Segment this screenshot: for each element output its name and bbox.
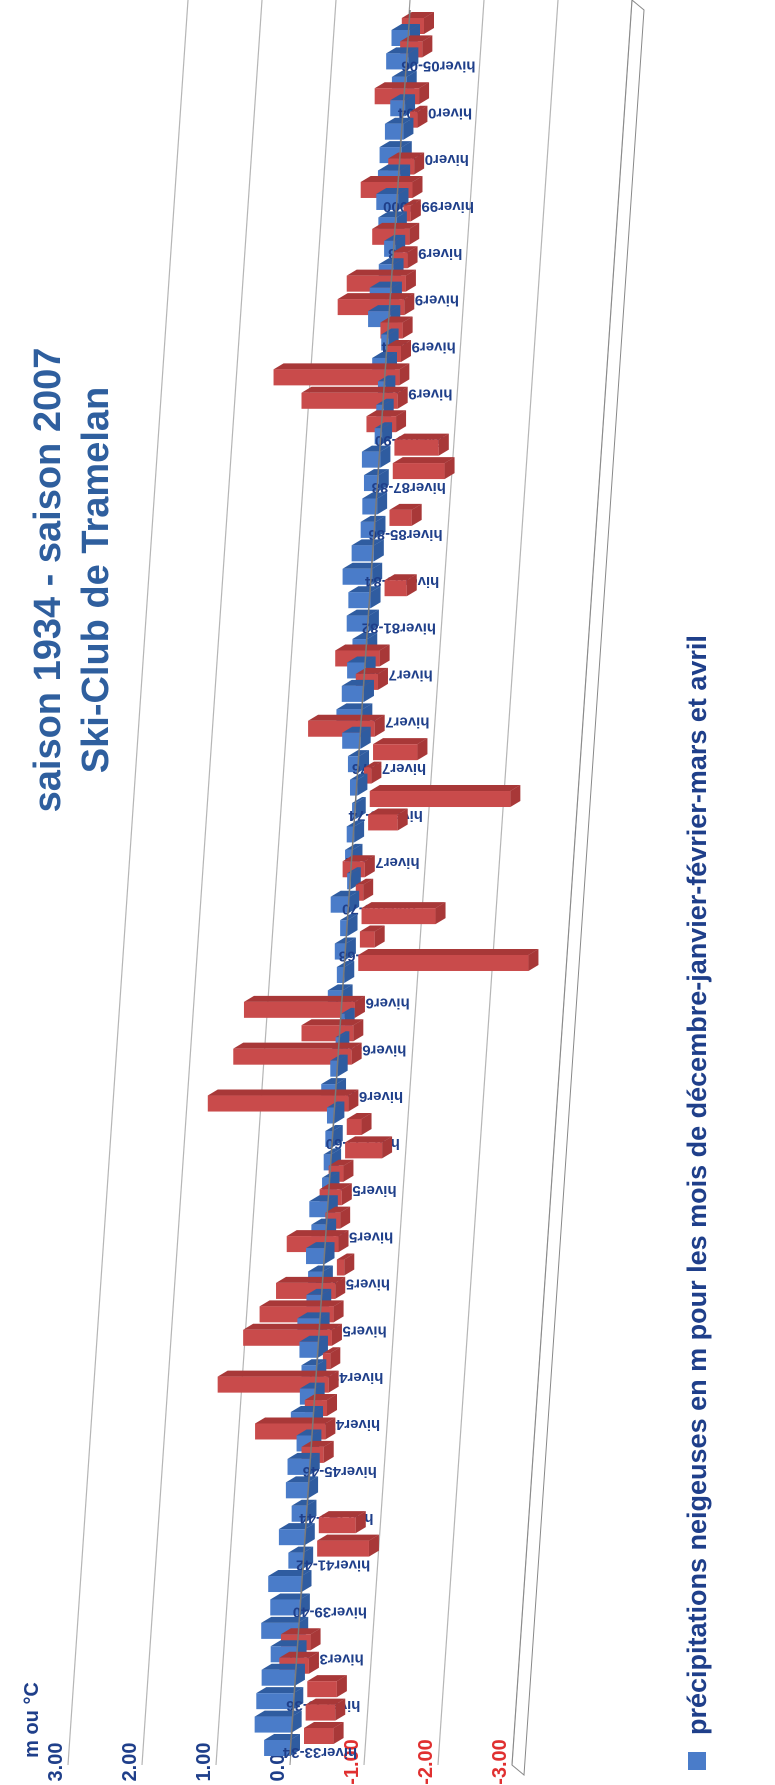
precip-bar: [288, 1546, 314, 1569]
temp-bar: [358, 948, 539, 971]
chart-title-line-1: saison 1934 - saison 2007: [27, 348, 69, 813]
precip-bar: [346, 609, 379, 632]
category-label: hiver81-82: [362, 620, 436, 637]
precip-bar: [374, 422, 393, 445]
precip-bar: [285, 1476, 319, 1499]
temp-bar: [336, 1253, 355, 1276]
y-tick-label: 3.00: [45, 1743, 67, 1782]
temp-bar: [389, 503, 422, 526]
temp-bar: [369, 785, 521, 808]
temp-bar: [243, 1323, 342, 1346]
temp-bar: [410, 105, 428, 128]
y-tick-label: 2.00: [119, 1743, 141, 1782]
temp-bar: [368, 808, 408, 831]
precip-bar: [287, 1452, 320, 1475]
temp-bar: [318, 1511, 366, 1534]
legend-swatch-precipitation: [688, 1752, 706, 1770]
gridline-2: [215, 0, 337, 1766]
temp-bar: [355, 878, 374, 901]
gridline-1: [141, 0, 263, 1766]
precip-bar: [256, 1687, 304, 1710]
precip-bar: [348, 586, 381, 609]
precip-bar: [254, 1710, 302, 1733]
precip-bar: [363, 469, 389, 492]
temp-bar: [394, 433, 449, 456]
temp-bar: [317, 1534, 379, 1557]
chart-floor: [511, 0, 645, 1777]
y-tick-label: -2.00: [415, 1739, 437, 1785]
gridline-5: [437, 0, 559, 1766]
temp-bar: [361, 902, 446, 925]
precip-bar: [330, 1054, 348, 1077]
temp-bar: [301, 1019, 364, 1042]
temp-bar: [363, 761, 382, 784]
temp-bar: [273, 363, 410, 386]
y-tick-label: -3.00: [489, 1739, 511, 1785]
temp-bar: [233, 1042, 362, 1065]
temp-bar: [307, 1675, 347, 1698]
precip-bar: [330, 890, 360, 913]
temp-bar: [384, 574, 417, 597]
precip-bar: [306, 1242, 335, 1265]
y-tick-label: 1.00: [193, 1743, 215, 1782]
precip-bar: [325, 1124, 343, 1147]
category-label: hiver41-42: [296, 1557, 370, 1574]
category-label: hiver05-06: [401, 57, 475, 74]
precip-bar: [268, 1570, 312, 1593]
precip-bar: [261, 1663, 305, 1686]
precip-bar: [360, 515, 386, 538]
precip-bar: [346, 820, 365, 843]
gridline-4: [363, 0, 485, 1766]
precip-bar: [384, 117, 414, 140]
precip-bar: [340, 914, 358, 937]
temp-bar: [403, 199, 421, 222]
category-label: hiver85-86: [368, 526, 442, 543]
category-label: hiver87-88: [372, 479, 446, 496]
temp-bar: [392, 457, 455, 480]
temp-bar: [243, 995, 365, 1018]
legend-label-precipitation: précipitations neigeuses en m pour les m…: [682, 635, 712, 1735]
precip-bar: [326, 1101, 345, 1124]
chart-title-line-2: Ski-Club de Tramelan: [75, 387, 117, 773]
precip-bar: [386, 47, 419, 70]
precip-bar: [336, 960, 355, 983]
zero-axis: [289, 9, 411, 1756]
precip-bar: [362, 492, 388, 515]
temp-bar: [255, 1417, 336, 1440]
temp-bar: [301, 386, 408, 409]
precip-bar: [342, 562, 383, 585]
category-label: hiver39-40: [293, 1603, 367, 1620]
precip-bar: [361, 445, 391, 468]
gridline-0: [67, 0, 189, 1766]
plot-area: 3.00 2.00 1.00 0.00 -1.00 -2.00 -3.00hiver05-0…: [45, 0, 645, 1785]
precip-bar: [351, 539, 384, 562]
precip-bar: [349, 773, 368, 796]
temp-bar: [373, 738, 428, 761]
y-tick-label: -1.00: [341, 1739, 363, 1785]
temp-bar: [366, 410, 407, 433]
precip-bar: [341, 679, 374, 702]
category-label: hiver33-34: [282, 1744, 357, 1761]
y-axis-unit-label: m ou °C: [21, 1682, 43, 1758]
temp-bar: [345, 1136, 393, 1159]
temp-bar: [207, 1089, 359, 1112]
precip-bar: [342, 726, 371, 749]
temp-bar: [322, 1347, 341, 1370]
temp-bar: [359, 925, 385, 948]
temp-bar: [346, 1112, 372, 1135]
precip-bar: [278, 1523, 315, 1546]
category-label: hiver45-46: [303, 1463, 377, 1480]
precip-bar: [270, 1593, 310, 1616]
precip-bar: [291, 1499, 317, 1522]
temp-bar: [304, 1722, 344, 1744]
temp-bar: [305, 1698, 346, 1721]
